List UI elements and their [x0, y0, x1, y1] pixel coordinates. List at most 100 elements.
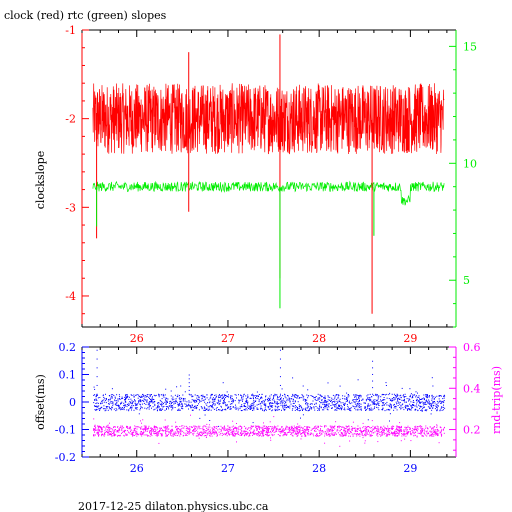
- data-point: [364, 429, 366, 431]
- data-point: [98, 431, 100, 433]
- data-point: [205, 437, 207, 438]
- data-point: [281, 431, 283, 433]
- data-point: [353, 433, 355, 435]
- data-point: [128, 404, 130, 406]
- data-point: [141, 396, 143, 398]
- data-point: [285, 425, 287, 427]
- data-point: [134, 431, 136, 433]
- data-point: [154, 428, 156, 430]
- data-point: [346, 397, 348, 399]
- data-point: [105, 409, 107, 411]
- data-point: [250, 432, 252, 434]
- data-point: [249, 430, 251, 432]
- data-point: [381, 394, 383, 396]
- data-point: [165, 435, 167, 437]
- data-point: [93, 394, 95, 396]
- data-point: [160, 403, 162, 405]
- data-point: [257, 433, 259, 435]
- data-point: [246, 401, 248, 403]
- data-point: [344, 395, 346, 397]
- data-point: [415, 408, 417, 410]
- data-point: [106, 425, 107, 427]
- data-point: [307, 433, 308, 435]
- data-point: [151, 398, 153, 400]
- data-point: [297, 430, 299, 432]
- data-point: [395, 396, 397, 398]
- data-point: [199, 432, 201, 434]
- data-point: [190, 394, 192, 396]
- data-point: [273, 431, 275, 433]
- data-point: [234, 394, 236, 396]
- data-point: [422, 429, 423, 431]
- data-point: [143, 395, 145, 397]
- data-point: [254, 405, 256, 407]
- data-point: [104, 432, 106, 434]
- data-point: [131, 395, 133, 396]
- data-point: [294, 394, 296, 396]
- data-point: [371, 427, 373, 428]
- data-point: [196, 426, 198, 428]
- data-point: [125, 399, 127, 400]
- data-point: [131, 404, 133, 406]
- data-point: [173, 398, 175, 400]
- data-point: [328, 403, 330, 405]
- data-point: [164, 430, 166, 432]
- data-point: [187, 404, 189, 406]
- data-point: [397, 405, 399, 406]
- data-point: [337, 395, 339, 397]
- data-point: [252, 403, 254, 405]
- data-point: [418, 426, 420, 428]
- data-point: [203, 435, 205, 437]
- data-point: [425, 396, 427, 398]
- data-point: [114, 430, 116, 432]
- data-point: [113, 429, 115, 431]
- data-point: [321, 432, 323, 434]
- data-point: [223, 426, 225, 428]
- data-point: [103, 405, 105, 407]
- data-point: [415, 400, 417, 401]
- y-tick-label-left: 0: [69, 396, 76, 409]
- data-point: [334, 396, 336, 398]
- data-point: [167, 406, 169, 407]
- data-point: [441, 409, 443, 411]
- data-point: [342, 432, 343, 434]
- data-point: [441, 434, 443, 436]
- data-point: [112, 394, 114, 396]
- data-point: [196, 397, 198, 399]
- data-point: [193, 429, 195, 431]
- data-point: [349, 408, 350, 410]
- data-point: [359, 433, 361, 435]
- data-point: [196, 395, 198, 397]
- data-point: [247, 432, 249, 433]
- data-point: [204, 407, 206, 409]
- data-point: [306, 427, 308, 429]
- data-point: [325, 400, 327, 402]
- data-point: [127, 426, 129, 428]
- data-point: [204, 396, 206, 398]
- data-point: [201, 432, 203, 434]
- data-point: [202, 400, 204, 402]
- data-point: [103, 397, 105, 398]
- data-point: [416, 426, 418, 427]
- data-point: [197, 399, 199, 401]
- data-point: [225, 429, 227, 431]
- data-point: [262, 432, 264, 434]
- data-point: [289, 401, 291, 403]
- data-point: [212, 431, 214, 433]
- data-point: [272, 431, 274, 432]
- data-point: [185, 403, 187, 405]
- data-point: [143, 429, 144, 431]
- data-point: [439, 432, 441, 434]
- data-point: [300, 397, 302, 399]
- data-point: [261, 397, 263, 399]
- data-point: [260, 398, 262, 400]
- data-point: [156, 410, 158, 412]
- data-point: [360, 406, 362, 408]
- data-point: [302, 410, 303, 411]
- data-point: [198, 396, 200, 398]
- data-point: [223, 429, 225, 431]
- data-point: [429, 434, 431, 436]
- data-point: [376, 395, 378, 397]
- data-point: [386, 428, 388, 430]
- data-point: [354, 430, 356, 432]
